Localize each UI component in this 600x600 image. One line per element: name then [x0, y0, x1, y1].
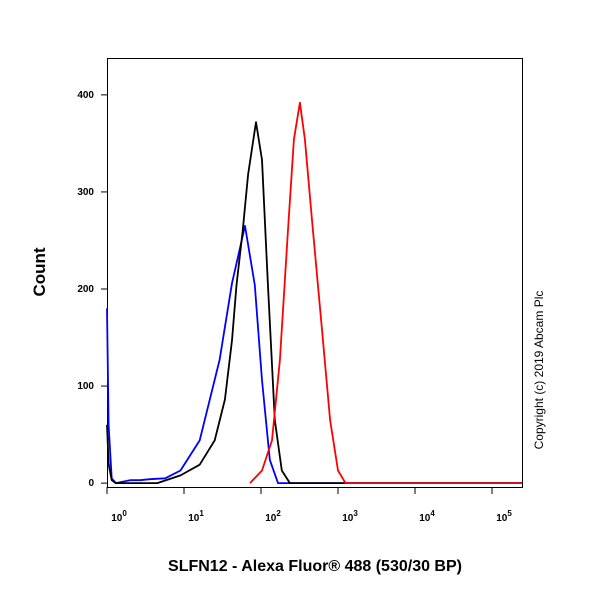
- tick-base: 10: [111, 513, 123, 524]
- x-tick-label: 101: [188, 509, 204, 524]
- histogram-line: [249, 101, 522, 485]
- histogram-line: [106, 224, 522, 485]
- tick-base: 10: [188, 513, 200, 524]
- copyright: Copyright (c) 2019 Abcam Plc: [532, 291, 546, 450]
- tick-base: 10: [419, 513, 431, 524]
- histogram-line: [106, 121, 522, 485]
- x-tick-label: 102: [265, 509, 281, 524]
- tick-exponent: 0: [122, 509, 127, 518]
- x-tick-label: 104: [419, 509, 435, 524]
- tick-exponent: 4: [430, 509, 435, 518]
- x-axis-label: SLFN12 - Alexa Fluor® 488 (530/30 BP): [168, 558, 462, 575]
- y-axis-label: Count: [30, 247, 49, 296]
- tick-exponent: 3: [353, 509, 358, 518]
- plot-frame: [107, 58, 523, 488]
- tick-base: 10: [496, 513, 508, 524]
- y-tick-label: 200: [77, 284, 94, 295]
- y-tick-label: 100: [77, 381, 94, 392]
- x-tick-label: 105: [496, 509, 512, 524]
- x-tick-label: 100: [111, 509, 127, 524]
- tick-exponent: 1: [199, 509, 204, 518]
- y-tick-label: 0: [88, 478, 94, 489]
- tick-base: 10: [265, 513, 277, 524]
- tick-base: 10: [342, 513, 354, 524]
- y-tick-label: 300: [77, 187, 94, 198]
- y-tick-label: 400: [77, 90, 94, 101]
- x-tick-label: 103: [342, 509, 358, 524]
- tick-exponent: 2: [276, 509, 281, 518]
- tick-exponent: 5: [507, 509, 512, 518]
